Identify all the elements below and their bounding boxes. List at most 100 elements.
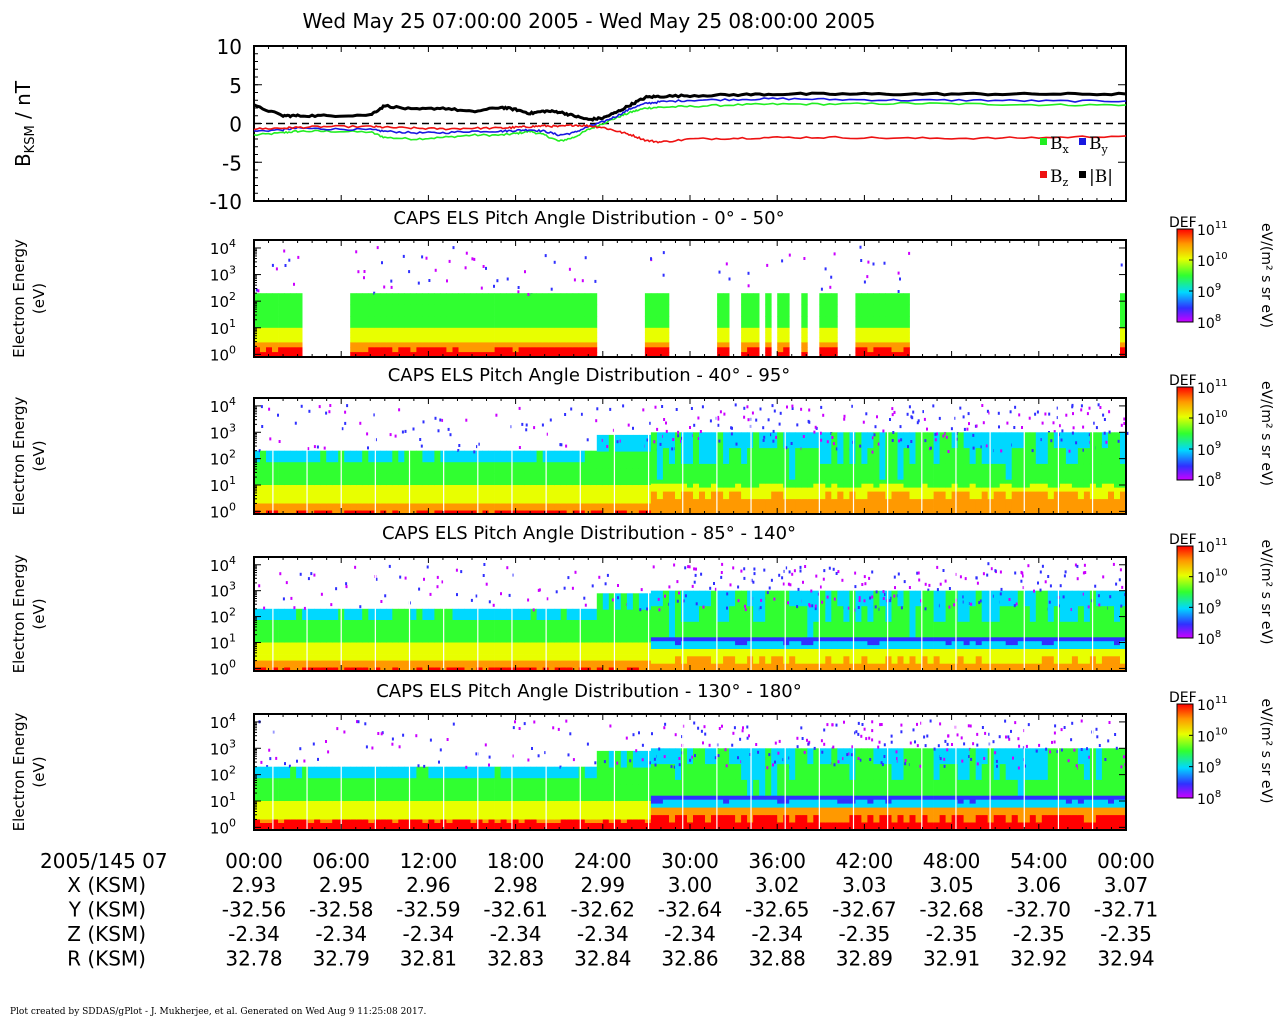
- spectrogram-cell: [368, 778, 375, 790]
- y-tick-label: 101: [210, 632, 236, 653]
- spectrogram-cells: [254, 562, 1127, 672]
- speckle: [441, 580, 444, 584]
- spectrogram-cell: [747, 479, 754, 485]
- spectrogram-cell: [434, 507, 441, 511]
- spectrogram-cell: [350, 485, 357, 492]
- speckle: [871, 436, 874, 440]
- spectrogram-cell: [458, 491, 465, 498]
- spectrogram-cell: [723, 645, 730, 650]
- spectrogram-cell: [885, 621, 892, 638]
- spectrogram-cell: [927, 506, 934, 515]
- spectrogram-cell: [302, 660, 309, 665]
- spectrogram-cell: [410, 450, 417, 463]
- spectrogram-cell: [891, 491, 898, 500]
- spectrogram-cell: [536, 304, 543, 317]
- spectrogram-cell: [368, 332, 375, 338]
- spectrogram-cell: [608, 626, 616, 643]
- spectrogram-cell: [813, 590, 820, 607]
- speckle: [743, 567, 746, 571]
- spectrogram-cell: [464, 642, 471, 649]
- spectrogram-cell: [344, 450, 351, 463]
- spectrogram-cell: [500, 337, 507, 343]
- spectrogram-cell: [386, 304, 393, 317]
- spectrogram-cell: [524, 608, 531, 621]
- spectrogram-cell: [909, 645, 916, 650]
- spectrogram-cell: [981, 506, 989, 515]
- spectrogram-cell: [302, 813, 309, 820]
- speckle: [808, 603, 811, 607]
- spectrogram-cell: [374, 778, 381, 790]
- spectrogram-cell: [993, 637, 1001, 642]
- spectrogram-cell: [500, 347, 507, 353]
- spectrogram-cell: [422, 608, 429, 621]
- speckle: [766, 591, 769, 595]
- spectrogram-cell: [662, 332, 670, 338]
- spectrogram-cell: [1114, 506, 1121, 515]
- spectrogram-cell: [386, 766, 393, 779]
- spectrogram-cell: [831, 663, 838, 672]
- speckle: [1050, 439, 1053, 443]
- spectrogram-cell: [542, 316, 550, 329]
- spectrogram-cell: [572, 664, 580, 668]
- spectrogram-cell: [729, 499, 736, 507]
- spectrogram-cell: [290, 507, 297, 511]
- spectrogram-cell: [368, 813, 375, 820]
- spectrogram-cell: [518, 660, 525, 665]
- spectrogram-cell: [981, 590, 989, 607]
- spectrogram-cell: [849, 491, 856, 500]
- spectrogram-cell: [1023, 432, 1031, 449]
- spectrogram-cell: [669, 479, 676, 485]
- spectrogram-cell: [266, 660, 273, 665]
- spectrogram-cell: [705, 641, 712, 646]
- spectrogram-cell: [284, 503, 291, 508]
- spectrogram-cell: [260, 507, 267, 511]
- y-tick-label: 104: [210, 554, 236, 575]
- speckle: [612, 598, 614, 602]
- spectrogram-cell: [951, 487, 958, 492]
- spectrogram-cell: [518, 342, 525, 348]
- spectrogram-cell: [488, 327, 495, 334]
- spectrogram-cell: [488, 485, 495, 492]
- speckle: [452, 246, 455, 250]
- spectrogram-cell: [939, 487, 946, 492]
- spectrogram-cell: [795, 645, 802, 650]
- spectrogram-cell: [524, 648, 531, 655]
- spectrogram-cell: [1083, 491, 1091, 500]
- spectrogram-cell: [819, 337, 826, 343]
- speckle: [665, 429, 668, 433]
- speckle: [533, 426, 536, 430]
- spectrogram-cell: [807, 506, 814, 515]
- spectrogram-cell: [530, 664, 537, 668]
- speckle: [1115, 582, 1118, 586]
- spectrogram-cell: [777, 293, 784, 306]
- spectrogram-cell: [656, 637, 664, 642]
- spectrogram-cell: [272, 342, 279, 348]
- spectrogram-cell: [1077, 491, 1085, 500]
- spectrogram-cell: [308, 485, 315, 492]
- spectrogram-cell: [1041, 487, 1049, 492]
- spectrogram-cell: [981, 641, 989, 646]
- spectrogram-cell: [999, 641, 1007, 646]
- speckle: [1027, 564, 1030, 568]
- spectrogram-cell: [1035, 499, 1043, 507]
- spectrogram-cell: [440, 316, 447, 329]
- spectrogram-cell: [272, 327, 279, 334]
- spectrogram-cell: [813, 506, 820, 515]
- spectrogram-cell: [819, 656, 826, 664]
- speckle: [1086, 412, 1089, 416]
- speckle: [843, 417, 846, 421]
- spectrogram-cell: [356, 608, 363, 621]
- spectrogram-cell: [392, 766, 399, 779]
- spectrogram-cell: [879, 590, 886, 607]
- spectrogram-cell: [644, 352, 652, 358]
- spectrogram-cell: [1095, 491, 1103, 500]
- spectrogram-cell: [284, 813, 291, 820]
- speckle: [768, 586, 771, 590]
- spectrogram-cell: [590, 327, 598, 334]
- spectrogram-cell: [500, 450, 507, 463]
- spectrogram-cell: [272, 664, 279, 668]
- spectrogram-cell: [518, 304, 525, 317]
- spectrogram-cell: [548, 450, 556, 463]
- spectrogram-cell: [699, 463, 706, 481]
- spectrogram-cell: [374, 342, 381, 348]
